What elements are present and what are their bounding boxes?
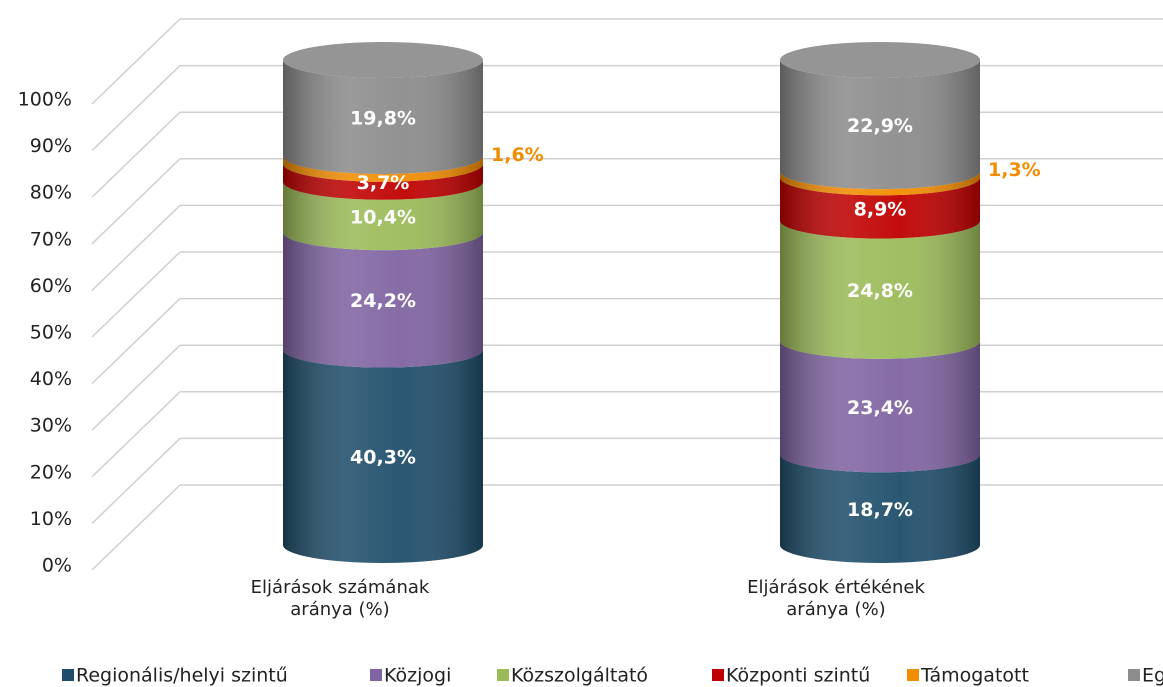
value-label: 19,8% <box>350 107 416 129</box>
legend-swatch <box>712 669 724 681</box>
grid-line <box>91 158 181 245</box>
y-tick-label: 0% <box>42 555 72 577</box>
value-label: 3,7% <box>357 172 410 194</box>
value-label: 8,9% <box>854 198 907 220</box>
y-tick-label: 30% <box>30 415 72 437</box>
y-tick-label: 70% <box>30 228 72 250</box>
cylinder-top <box>283 42 483 78</box>
grid-line <box>91 251 181 338</box>
grid-line <box>91 484 181 571</box>
x-tick-label: Eljárások számának aránya (%) <box>250 577 430 620</box>
grid-line <box>91 18 181 105</box>
value-label: 1,3% <box>988 159 1041 181</box>
y-tick-label: 90% <box>30 135 72 157</box>
value-label: 24,8% <box>847 280 913 302</box>
x-category: Eljárások számának aránya (%) <box>250 577 430 620</box>
legend-label: Regionális/helyi szintű <box>76 665 288 687</box>
value-label: 18,7% <box>847 499 913 521</box>
legend-swatch <box>907 669 919 681</box>
value-label: 10,4% <box>350 206 416 228</box>
x-category: Eljárások értékének aránya (%) <box>747 577 925 620</box>
cylinder-shade <box>283 60 483 563</box>
value-label: 23,4% <box>847 397 913 419</box>
grid-line <box>91 344 181 431</box>
value-label: 40,3% <box>350 447 416 469</box>
y-tick-label: 20% <box>30 461 72 483</box>
cylinder-top-shade <box>283 42 483 78</box>
cylinder-top-shade <box>780 42 980 78</box>
grid-line <box>91 111 181 198</box>
y-tick-label: 50% <box>30 322 72 344</box>
legend-label: Közjogi <box>384 665 451 687</box>
legend-label: Támogatott <box>920 665 1029 687</box>
y-tick-label: 10% <box>30 508 72 530</box>
grid-line <box>91 298 181 385</box>
grid-line <box>91 391 181 478</box>
cylinder-top <box>780 42 980 78</box>
y-tick-label: 100% <box>18 89 72 111</box>
cylinder-shade <box>780 60 980 563</box>
y-tick-label: 40% <box>30 368 72 390</box>
value-label: 22,9% <box>847 115 913 137</box>
legend-swatch <box>370 669 382 681</box>
value-label: 24,2% <box>350 290 416 312</box>
y-tick-label: 80% <box>30 182 72 204</box>
grid-line <box>91 65 181 152</box>
legend-swatch <box>62 669 74 681</box>
grid-line <box>91 437 181 524</box>
x-tick-label: Eljárások értékének aránya (%) <box>747 577 925 620</box>
legend-swatch <box>1128 669 1140 681</box>
legend-label: Egy <box>1142 665 1163 687</box>
legend-label: Közszolgáltató <box>511 665 648 687</box>
y-tick-label: 60% <box>30 275 72 297</box>
grid-line <box>91 204 181 291</box>
value-label: 1,6% <box>491 144 544 166</box>
legend-swatch <box>497 669 509 681</box>
legend-label: Központi szintű <box>726 665 870 687</box>
